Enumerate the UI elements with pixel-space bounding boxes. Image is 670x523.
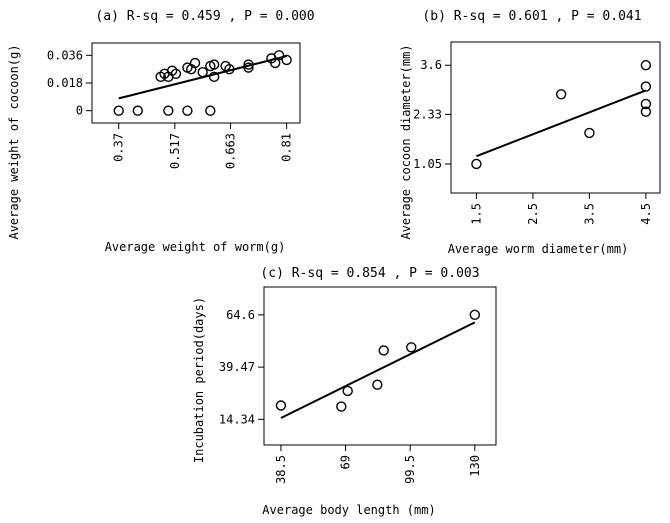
data-point [406,342,417,353]
x-tick-label: 99.5 [403,455,417,484]
y-tick-label: 0.036 [47,48,83,62]
y-axis-label: Average weight of cocoon(g) [7,44,21,239]
chart-b: (b) R-sq = 0.601 , P = 0.041 1.5 2.5 3.5 4.5… [399,9,661,256]
data-point [243,59,254,70]
y-tick-label: 64.6 [226,308,255,322]
data-point [189,57,201,69]
plot-frame [450,41,661,194]
data-point [275,400,287,411]
data-point [471,158,482,170]
x-axis-label: Average body length (mm) [262,503,435,517]
data-point [273,50,285,61]
x-tick-label: 0.517 [168,133,182,169]
data-point [640,106,652,117]
data-point [113,105,124,116]
data-point [555,89,567,100]
plot-frame [91,42,301,124]
x-axis-label: Average worm diameter(mm) [448,242,629,256]
x-tick-label: 1.5 [469,203,483,225]
data-point [163,105,174,116]
y-tick-label: 0.018 [47,76,83,90]
x-tick-label: 69 [339,455,353,469]
data-point [281,54,292,66]
chart-title: (b) R-sq = 0.601 , P = 0.041 [422,9,641,24]
chart-title: (c) R-sq = 0.854 , P = 0.003 [260,266,479,281]
chart-c: (c) R-sq = 0.854 , P = 0.003 38.5 69 99.5 13… [192,266,497,517]
data-point [208,59,220,70]
y-tick-label: 2.33 [413,107,442,121]
data-point [378,345,389,356]
data-point [243,62,254,73]
data-point [170,68,182,79]
y-axis-label: Average cocoon diameter(mm) [399,44,413,239]
plot-frame [263,286,497,446]
x-tick-label: 0.37 [112,133,126,162]
data-point [584,127,595,139]
x-tick-label: 130 [468,455,482,477]
y-tick-label: 1.05 [413,157,442,171]
data-point [208,71,220,83]
y-tick-label: 0 [76,104,83,118]
chart-a: (a) R-sq = 0.459 , P = 0.000 0.37 0.517 0.6… [7,9,315,254]
x-tick-label: 3.5 [582,203,596,225]
data-point [640,81,652,92]
y-axis-label: Incubation period(days) [192,297,206,463]
y-tick-label: 14.34 [219,412,255,426]
x-tick-label: 4.5 [639,203,653,225]
y-tick-label: 39.47 [219,360,255,374]
data-point [224,63,235,75]
fit-line [476,89,647,158]
x-tick-label: 2.5 [526,203,540,225]
data-point [640,60,652,71]
x-axis-label: Average weight of worm(g) [105,240,286,254]
data-point [197,67,208,78]
data-point [132,105,143,116]
data-point [342,385,353,397]
data-point [182,105,193,116]
data-point [469,309,481,321]
data-point [336,401,347,412]
x-tick-label: 0.81 [280,133,294,162]
y-tick-label: 3.6 [420,58,442,72]
data-point [640,98,652,110]
x-tick-label: 38.5 [274,455,288,484]
chart-title: (a) R-sq = 0.459 , P = 0.000 [95,9,314,24]
data-point [372,379,383,390]
fit-line [280,321,476,419]
data-point [205,105,216,116]
x-tick-label: 0.663 [224,133,238,169]
